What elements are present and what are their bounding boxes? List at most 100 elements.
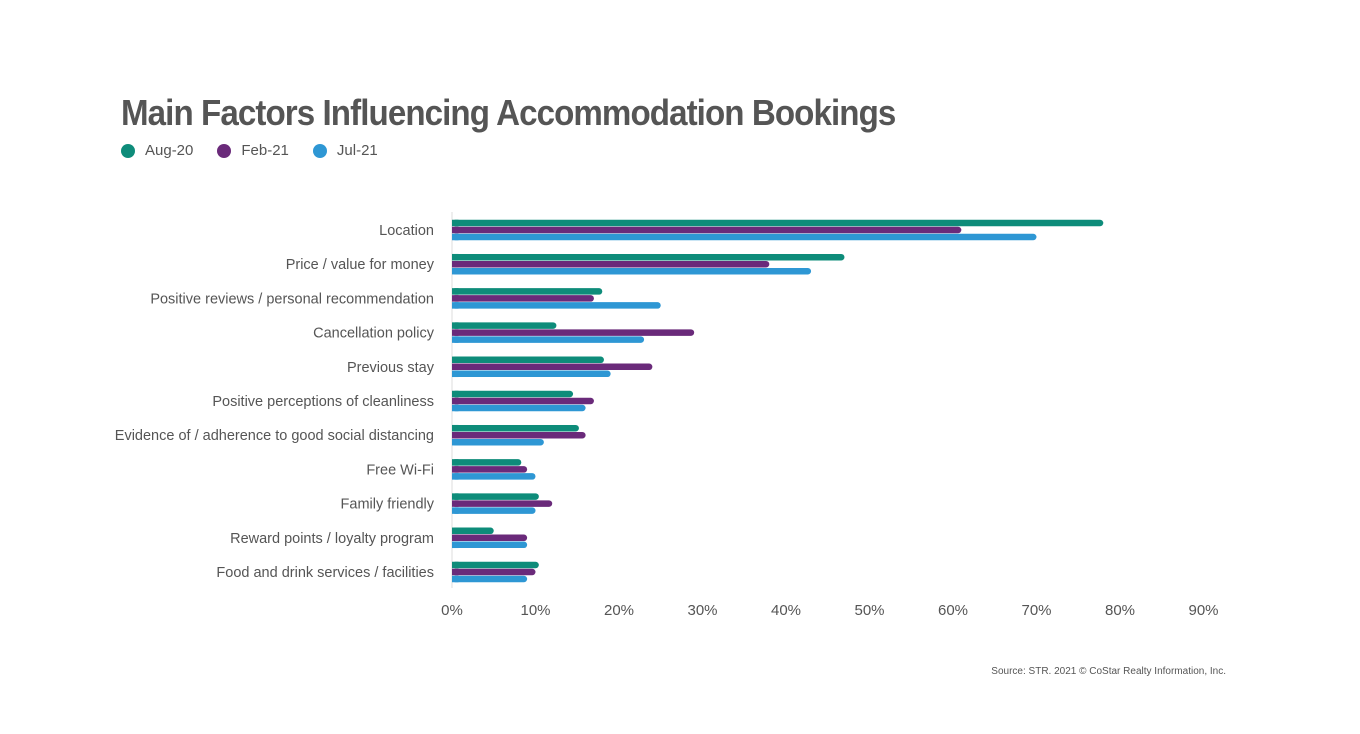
bar-feb-21 — [452, 466, 528, 473]
x-tick-label: 0% — [441, 602, 463, 619]
category-label: Reward points / loyalty program — [230, 531, 434, 547]
bar-aug-20 — [452, 322, 557, 329]
legend-item-aug-20: Aug-20 — [121, 142, 193, 159]
category-label: Food and drink services / facilities — [216, 565, 434, 581]
bar-base-jul-21 — [452, 473, 459, 480]
bar-base-aug-20 — [452, 459, 459, 466]
category-label: Location — [379, 223, 434, 239]
bar-aug-20 — [452, 561, 539, 569]
bar-feb-21 — [452, 500, 553, 507]
bar-base-feb-21 — [452, 500, 459, 507]
legend-dot-feb-21 — [217, 143, 232, 158]
bar-base-aug-20 — [452, 561, 459, 569]
bar-jul-21 — [452, 233, 1037, 241]
bar-jul-21 — [452, 541, 528, 549]
bar-base-aug-20 — [452, 424, 459, 432]
category-label: Price / value for money — [286, 257, 435, 273]
x-tick-label: 10% — [520, 602, 550, 619]
bar-jul-21 — [452, 404, 586, 412]
bar-base-jul-21 — [452, 404, 459, 412]
bar-base-feb-21 — [452, 397, 459, 405]
bar-jul-21 — [452, 575, 528, 583]
bar-base-feb-21 — [452, 329, 459, 336]
category-label: Positive reviews / personal recommendati… — [150, 291, 434, 307]
bar-feb-21 — [452, 226, 962, 234]
category-label: Previous stay — [347, 360, 435, 376]
legend-dot-jul-21 — [312, 143, 327, 158]
x-tick-label: 70% — [1021, 602, 1051, 619]
bar-aug-20 — [452, 527, 494, 535]
bar-aug-20 — [452, 459, 522, 466]
x-tick-label: 40% — [771, 602, 801, 619]
bar-feb-21 — [452, 295, 594, 302]
bar-feb-21 — [452, 329, 695, 336]
bar-base-jul-21 — [452, 370, 459, 378]
bar-aug-20 — [452, 390, 574, 398]
bar-base-jul-21 — [452, 336, 459, 343]
x-tick-label: 30% — [687, 602, 717, 619]
bar-jul-21 — [452, 438, 544, 446]
bar-base-aug-20 — [452, 390, 459, 398]
legend-item-feb-21: Feb-21 — [217, 142, 289, 159]
source-note: Source: STR. 2021 © CoStar Realty Inform… — [991, 666, 1226, 677]
legend: Aug-20 Feb-21 Jul-21 — [121, 142, 378, 159]
category-label: Positive perceptions of cleanliness — [212, 394, 434, 410]
bar-feb-21 — [452, 431, 586, 439]
category-label: Evidence of / adherence to good social d… — [115, 428, 434, 444]
bar-feb-21 — [452, 363, 653, 371]
chart-title: Main Factors Influencing Accommodation B… — [121, 92, 896, 133]
bar-base-feb-21 — [452, 466, 459, 473]
bar-base-feb-21 — [452, 260, 459, 268]
bar-base-jul-21 — [452, 267, 459, 275]
legend-label-feb-21: Feb-21 — [241, 142, 289, 159]
bar-aug-20 — [452, 253, 845, 261]
x-tick-label: 90% — [1188, 602, 1218, 619]
legend-dot-aug-20 — [121, 143, 135, 158]
bar-feb-21 — [452, 397, 594, 405]
bar-base-jul-21 — [452, 575, 459, 583]
bar-base-feb-21 — [452, 534, 459, 542]
bar-base-aug-20 — [452, 527, 459, 535]
bar-base-feb-21 — [452, 295, 459, 302]
bar-base-jul-21 — [452, 302, 459, 309]
x-tick-label: 80% — [1105, 602, 1135, 619]
bar-jul-21 — [452, 336, 645, 343]
category-label: Free Wi-Fi — [366, 462, 434, 478]
bar-jul-21 — [452, 267, 812, 275]
bar-base-feb-21 — [452, 363, 459, 371]
bar-aug-20 — [452, 356, 604, 364]
bar-aug-20 — [452, 424, 579, 432]
bar-jul-21 — [452, 302, 661, 309]
bar-base-aug-20 — [452, 493, 459, 500]
legend-item-jul-21: Jul-21 — [312, 142, 378, 159]
bar-base-jul-21 — [452, 233, 459, 241]
bar-feb-21 — [452, 260, 770, 268]
bar-feb-21 — [452, 568, 536, 576]
bar-jul-21 — [452, 370, 611, 378]
bar-feb-21 — [452, 534, 528, 542]
bar-base-aug-20 — [452, 322, 459, 329]
category-label: Cancellation policy — [313, 326, 435, 342]
bar-base-jul-21 — [452, 541, 459, 549]
bar-base-aug-20 — [452, 288, 459, 295]
bar-base-feb-21 — [452, 226, 459, 234]
bar-base-aug-20 — [452, 219, 459, 227]
bar-aug-20 — [452, 493, 539, 500]
category-label: Family friendly — [341, 497, 435, 513]
legend-label-jul-21: Jul-21 — [336, 142, 378, 159]
bar-base-feb-21 — [452, 431, 459, 439]
x-tick-label: 20% — [604, 602, 634, 619]
bar-base-aug-20 — [452, 356, 459, 364]
x-tick-label: 50% — [854, 602, 884, 619]
x-tick-label: 60% — [938, 602, 968, 619]
bar-jul-21 — [452, 507, 536, 514]
bar-aug-20 — [452, 288, 603, 295]
bar-jul-21 — [452, 473, 536, 480]
legend-label-aug-20: Aug-20 — [145, 142, 194, 159]
bar-base-jul-21 — [452, 438, 459, 446]
bar-base-feb-21 — [452, 568, 459, 576]
bar-base-jul-21 — [452, 507, 459, 514]
bar-base-aug-20 — [452, 253, 459, 261]
bar-aug-20 — [452, 219, 1104, 227]
